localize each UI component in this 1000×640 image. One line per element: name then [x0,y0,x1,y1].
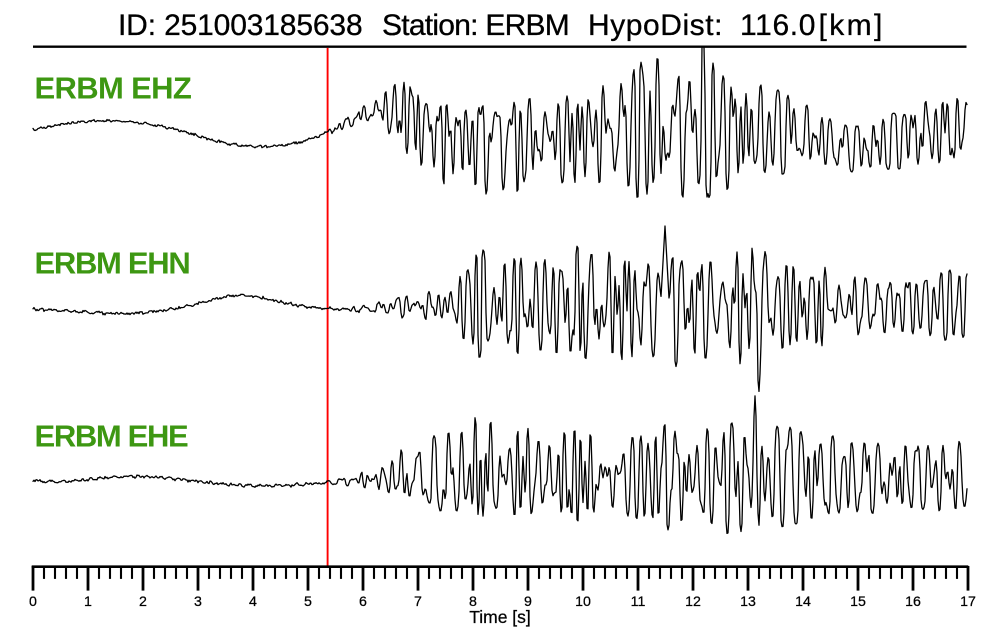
svg-text:ERBM EHE: ERBM EHE [35,419,189,454]
svg-text:11: 11 [631,594,646,610]
svg-text:12: 12 [685,594,701,610]
svg-text:ERBM EHZ: ERBM EHZ [35,71,192,106]
svg-text:5: 5 [304,594,312,610]
svg-text:16: 16 [905,594,921,610]
svg-text:Time [s]: Time [s] [469,607,531,627]
svg-text:17: 17 [960,594,976,610]
svg-text:6: 6 [359,594,367,610]
svg-text:[km]: [km] [819,9,885,42]
svg-text:116.0: 116.0 [740,9,816,42]
svg-text:10: 10 [575,594,591,610]
svg-text:15: 15 [850,594,866,610]
svg-text:14: 14 [795,594,811,610]
svg-text:1: 1 [84,594,92,610]
svg-text:13: 13 [740,594,756,610]
svg-text:4: 4 [249,594,257,610]
svg-text:HypoDist:: HypoDist: [588,9,723,42]
svg-text:3: 3 [194,594,202,610]
svg-text:2: 2 [139,594,147,610]
svg-text:ID: 251003185638: ID: 251003185638 [118,9,363,42]
svg-text:ERBM EHN: ERBM EHN [35,246,190,281]
svg-text:Station: ERBM: Station: ERBM [382,9,569,42]
svg-text:8: 8 [469,594,477,610]
svg-text:9: 9 [524,594,532,610]
svg-text:7: 7 [414,594,422,610]
svg-text:0: 0 [29,594,37,610]
